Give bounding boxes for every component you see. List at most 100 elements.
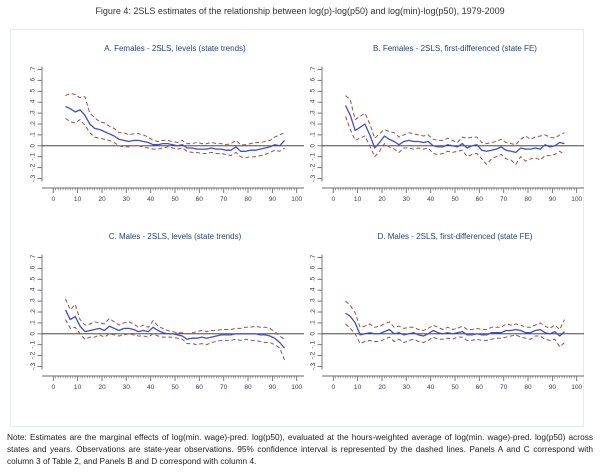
panel-a-title: A. Females - 2SLS, levels (state trends)	[104, 44, 246, 53]
svg-text:60: 60	[476, 196, 484, 203]
svg-text:60: 60	[196, 384, 204, 391]
svg-text:.7: .7	[30, 254, 37, 260]
svg-text:50: 50	[451, 384, 459, 391]
svg-text:.7: .7	[30, 66, 37, 72]
svg-text:.3: .3	[30, 298, 37, 304]
svg-text:.3: .3	[310, 110, 317, 116]
svg-text:60: 60	[476, 384, 484, 391]
svg-text:.5: .5	[30, 88, 37, 94]
panel-d: D. Males - 2SLS, first-differenced (stat…	[288, 232, 588, 398]
svg-text:.2: .2	[30, 121, 37, 127]
panel-a: A. Females - 2SLS, levels (state trends)…	[8, 44, 308, 210]
svg-text:20: 20	[98, 384, 106, 391]
svg-text:100: 100	[291, 384, 302, 391]
svg-text:80: 80	[524, 384, 532, 391]
svg-text:.1: .1	[310, 132, 317, 138]
panel-c-chart: -.3 -.2 -.1 0 .1 .2 .3 .4 .5 .6 .7 0 10 20 30 40 50 60 70 8…	[30, 254, 304, 391]
svg-text:.6: .6	[310, 77, 317, 83]
panel-a-chart: -.3 -.2 -.1 0 .1 .2 .3 .4 .5 .6 .7 0 10 20 30 40 50 60 70 8…	[30, 66, 304, 203]
svg-text:70: 70	[220, 384, 228, 391]
svg-text:.5: .5	[310, 276, 317, 282]
svg-text:90: 90	[549, 384, 557, 391]
svg-text:.3: .3	[310, 298, 317, 304]
svg-text:.4: .4	[30, 99, 37, 105]
svg-text:0: 0	[310, 332, 317, 336]
svg-text:.5: .5	[310, 88, 317, 94]
svg-text:50: 50	[171, 196, 179, 203]
svg-text:.3: .3	[30, 110, 37, 116]
svg-text:.1: .1	[310, 320, 317, 326]
svg-text:.2: .2	[30, 309, 37, 315]
panel-b: B. Females - 2SLS, first-differenced (st…	[288, 44, 588, 210]
svg-text:40: 40	[147, 196, 155, 203]
svg-text:-.2: -.2	[30, 163, 37, 171]
svg-text:70: 70	[500, 384, 508, 391]
svg-text:-.1: -.1	[30, 341, 37, 349]
svg-text:0: 0	[51, 196, 55, 203]
svg-text:.1: .1	[30, 132, 37, 138]
svg-text:100: 100	[291, 196, 302, 203]
panel-d-chart: -.3 -.2 -.1 0 .1 .2 .3 .4 .5 .6 .7 0 10 20 30 40 50 60 70 8…	[310, 254, 584, 391]
svg-text:30: 30	[403, 384, 411, 391]
svg-text:40: 40	[427, 196, 435, 203]
svg-text:30: 30	[123, 384, 131, 391]
svg-text:.5: .5	[30, 276, 37, 282]
svg-text:0: 0	[310, 144, 317, 148]
svg-text:90: 90	[269, 384, 277, 391]
svg-text:70: 70	[220, 196, 228, 203]
svg-text:0: 0	[30, 144, 37, 148]
svg-text:-.3: -.3	[30, 362, 37, 370]
svg-text:100: 100	[571, 196, 582, 203]
svg-text:50: 50	[451, 196, 459, 203]
svg-text:80: 80	[524, 196, 532, 203]
figure-note: Note: Estimates are the marginal effects…	[7, 432, 593, 467]
svg-text:10: 10	[354, 384, 362, 391]
svg-text:-.1: -.1	[310, 153, 317, 161]
svg-text:80: 80	[244, 384, 252, 391]
svg-text:-.1: -.1	[30, 153, 37, 161]
panel-c-title: C. Males - 2SLS, levels (state trends)	[108, 232, 242, 241]
svg-text:10: 10	[354, 196, 362, 203]
svg-text:-.1: -.1	[310, 341, 317, 349]
panel-b-title: B. Females - 2SLS, first-differenced (st…	[373, 44, 537, 53]
svg-text:0: 0	[30, 332, 37, 336]
svg-text:.4: .4	[310, 99, 317, 105]
svg-text:.6: .6	[30, 265, 37, 271]
svg-text:-.3: -.3	[30, 174, 37, 182]
svg-text:80: 80	[244, 196, 252, 203]
panel-d-title: D. Males - 2SLS, first-differenced (stat…	[377, 232, 533, 241]
figure-title: Figure 4: 2SLS estimates of the relation…	[95, 6, 505, 16]
svg-text:70: 70	[500, 196, 508, 203]
svg-text:0: 0	[331, 384, 335, 391]
svg-text:.6: .6	[30, 77, 37, 83]
svg-text:40: 40	[427, 384, 435, 391]
svg-text:-.3: -.3	[310, 174, 317, 182]
svg-text:50: 50	[171, 384, 179, 391]
svg-text:10: 10	[74, 384, 82, 391]
svg-text:.7: .7	[310, 66, 317, 72]
svg-text:-.2: -.2	[310, 351, 317, 359]
svg-text:.2: .2	[310, 121, 317, 127]
svg-text:0: 0	[331, 196, 335, 203]
panel-c: C. Males - 2SLS, levels (state trends) -…	[8, 232, 308, 398]
svg-text:60: 60	[196, 196, 204, 203]
svg-text:20: 20	[378, 196, 386, 203]
svg-text:-.2: -.2	[30, 351, 37, 359]
svg-text:20: 20	[98, 196, 106, 203]
svg-text:20: 20	[378, 384, 386, 391]
svg-text:.7: .7	[310, 254, 317, 260]
svg-text:-.3: -.3	[310, 362, 317, 370]
svg-text:30: 30	[123, 196, 131, 203]
svg-text:90: 90	[269, 196, 277, 203]
svg-text:40: 40	[147, 384, 155, 391]
svg-text:-.2: -.2	[310, 163, 317, 171]
svg-text:.6: .6	[310, 265, 317, 271]
svg-text:100: 100	[571, 384, 582, 391]
svg-text:.2: .2	[310, 309, 317, 315]
svg-text:10: 10	[74, 196, 82, 203]
svg-text:.4: .4	[30, 287, 37, 293]
panel-b-chart: -.3 -.2 -.1 0 .1 .2 .3 .4 .5 .6 .7 0 10 20 30 40 50 60 70 8…	[310, 66, 584, 203]
figure-border-box	[10, 29, 584, 427]
svg-text:0: 0	[51, 384, 55, 391]
